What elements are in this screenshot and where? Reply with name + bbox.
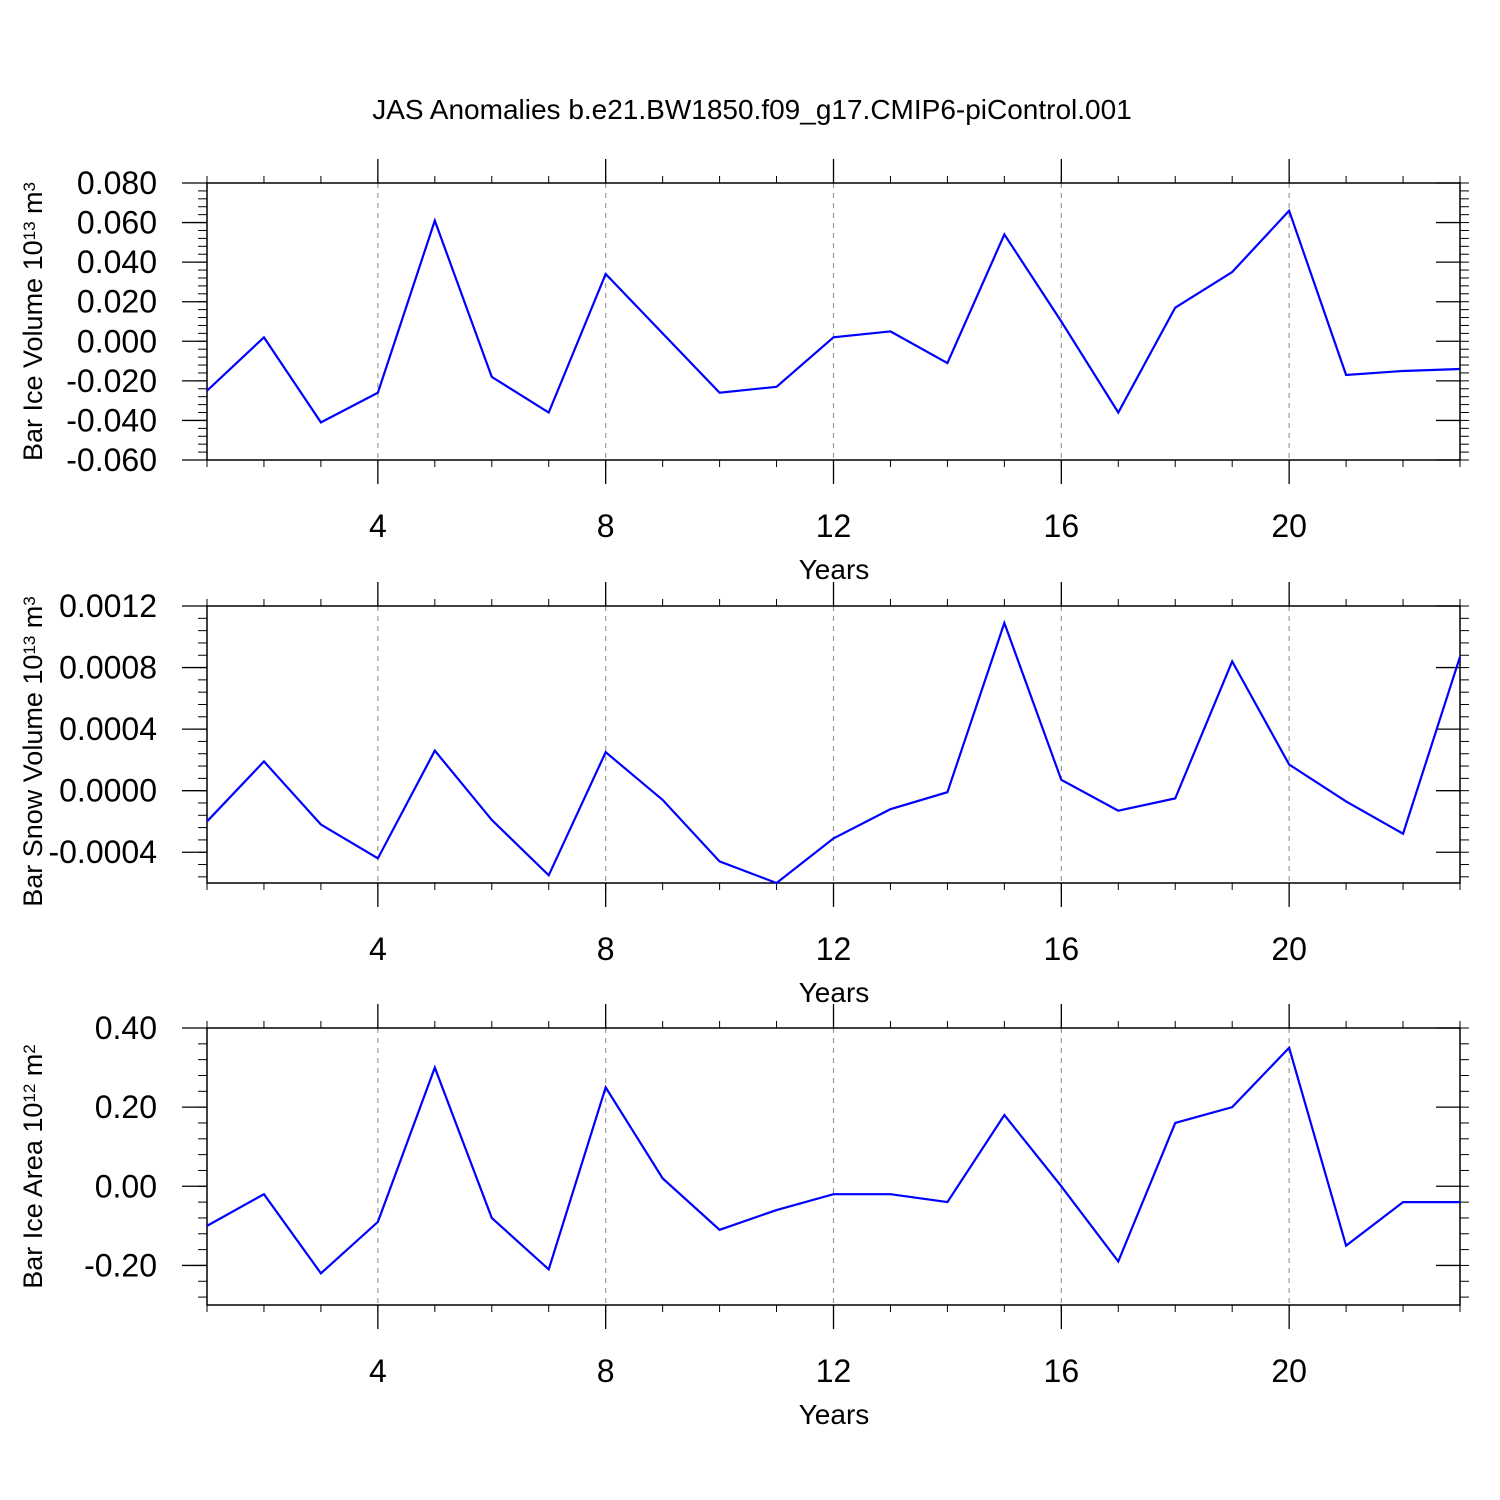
chart-panel-1: 4 8 12 16 20 -0.060 -0.040-0.020 0.0000.020 0.04… xyxy=(18,159,1469,585)
y-axis-title-superscript: 13 xyxy=(20,636,39,655)
y-axis-title-part: Bar Ice Area 10 xyxy=(18,1103,48,1289)
x-tick-label: 20 xyxy=(1271,1353,1307,1389)
y-axis-title-superscript: 3 xyxy=(20,182,39,191)
y-tick-label: 0.0012 xyxy=(59,588,157,624)
y-tick-label: 0.0000 xyxy=(59,773,157,809)
data-line xyxy=(206,208,1461,424)
y-tick-label: 0.060 xyxy=(77,205,157,241)
y-axis-title-superscript: 3 xyxy=(20,596,39,605)
y-tick-label: -0.20 xyxy=(84,1247,157,1283)
y-tick-label: -0.040 xyxy=(66,402,157,438)
y-tick-label: 0.40 xyxy=(95,1010,157,1046)
x-axis-title: Years xyxy=(799,554,870,585)
data-line xyxy=(206,1045,1460,1275)
y-axis-title-superscript: 2 xyxy=(20,1044,39,1053)
y-axis-title-part: m xyxy=(18,606,48,636)
x-tick-label: 8 xyxy=(597,931,615,967)
y-tick-label: 0.0004 xyxy=(59,711,157,747)
y-axis-title: Bar Ice Area 1012 m2 xyxy=(18,1044,48,1289)
x-tick-label: 8 xyxy=(597,1353,615,1389)
y-axis-title-superscript: 13 xyxy=(20,221,39,240)
x-axis-title: Years xyxy=(799,1399,870,1430)
x-tick-label: 20 xyxy=(1271,508,1307,544)
y-tick-label: 0.0008 xyxy=(59,650,157,686)
x-tick-label: 4 xyxy=(369,931,387,967)
y-tick-label: 0.20 xyxy=(95,1089,157,1125)
x-tick-label: 16 xyxy=(1044,508,1080,544)
y-axis-title: Bar Ice Volume 1013 m3 xyxy=(18,182,48,461)
x-tick-label: 16 xyxy=(1044,1353,1080,1389)
y-tick-label: -0.060 xyxy=(66,442,157,478)
y-tick-label: 0.040 xyxy=(77,244,157,280)
y-axis-title: Bar Snow Volume 1013 m3 xyxy=(18,596,48,907)
y-tick-label: 0.000 xyxy=(77,323,157,359)
y-tick-label: 0.080 xyxy=(77,165,157,201)
y-axis-title-part: m xyxy=(18,1054,48,1084)
y-tick-label: -0.0004 xyxy=(48,834,157,870)
y-axis-title-part: Bar Ice Volume 10 xyxy=(18,240,48,461)
x-tick-label: 8 xyxy=(597,508,615,544)
x-tick-label: 12 xyxy=(816,1353,852,1389)
y-tick-label: 0.020 xyxy=(77,284,157,320)
x-tick-label: 20 xyxy=(1271,931,1307,967)
chart-panel-2: 4 8 12 16 20 -0.0004 0.0000 0.0004 0.0008 0.0012 Y… xyxy=(18,582,1469,1008)
y-axis-title-part: Bar Snow Volume 10 xyxy=(18,655,48,907)
y-tick-label: -0.020 xyxy=(66,363,157,399)
figure-title: JAS Anomalies b.e21.BW1850.f09_g17.CMIP6… xyxy=(372,94,1132,125)
data-line xyxy=(206,619,1462,885)
x-tick-label: 4 xyxy=(369,508,387,544)
x-tick-label: 12 xyxy=(816,508,852,544)
y-axis-title-superscript: 12 xyxy=(20,1084,39,1103)
x-axis-title: Years xyxy=(799,977,870,1008)
x-tick-label: 12 xyxy=(816,931,852,967)
x-tick-label: 4 xyxy=(369,1353,387,1389)
chart-panel-3: 4 8 12 16 20 -0.20 0.00 0.20 0.40 Years Bar Ice Ar… xyxy=(18,1004,1469,1430)
y-axis-title-part: m xyxy=(18,191,48,221)
x-tick-label: 16 xyxy=(1044,931,1080,967)
panels: 4 8 12 16 20 -0.060 -0.040-0.020 0.0000.020 0.04… xyxy=(18,159,1469,1430)
y-tick-label: 0.00 xyxy=(95,1168,157,1204)
